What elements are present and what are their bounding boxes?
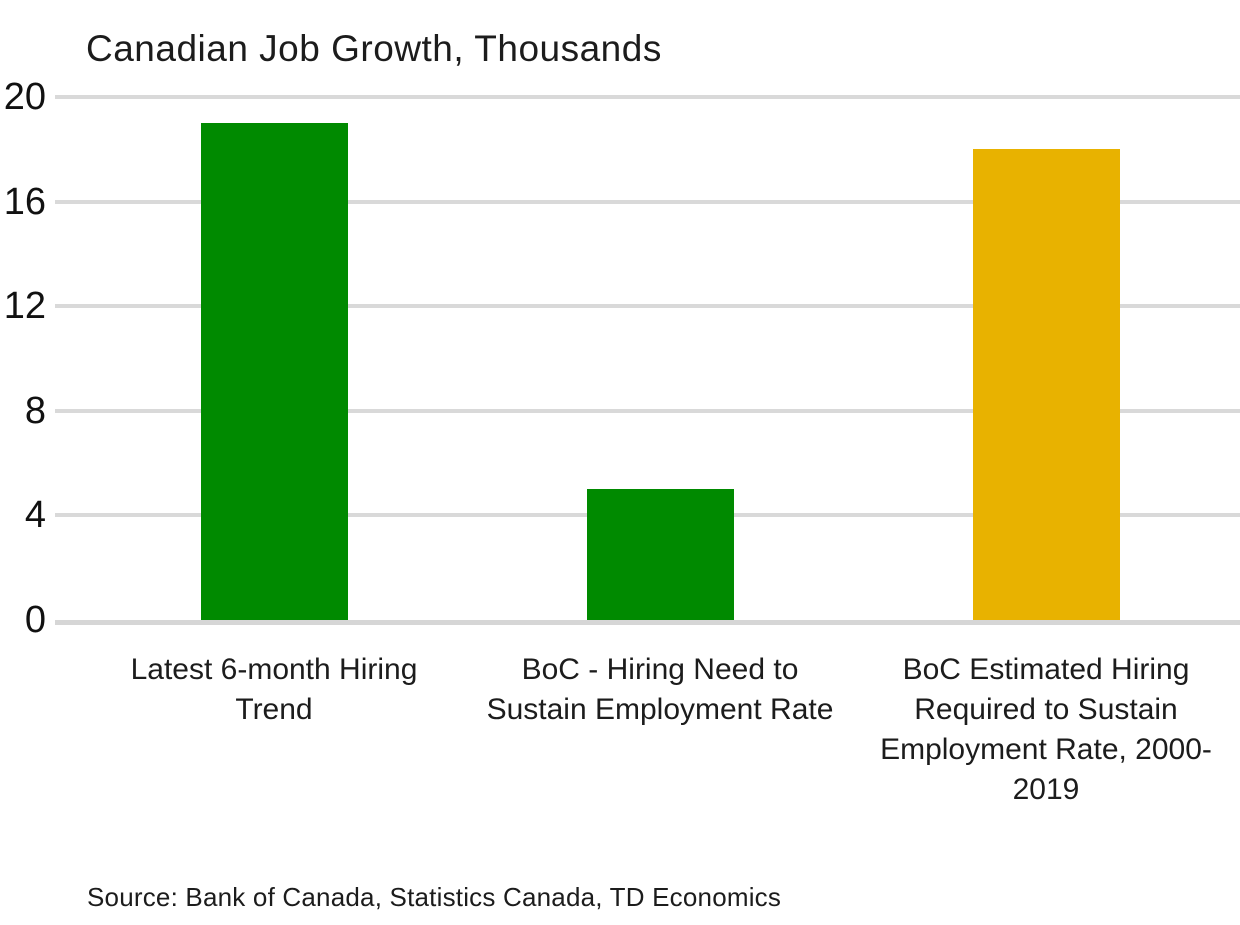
x-axis-category-label: BoC Estimated Hiring Required to Sustain… bbox=[880, 653, 1212, 806]
y-tick-label: 16 bbox=[3, 180, 46, 223]
gridline bbox=[55, 95, 1240, 99]
x-axis-category-label: BoC - Hiring Need to Sustain Employment … bbox=[486, 653, 834, 726]
gridline bbox=[55, 199, 1240, 204]
y-tick-label: 8 bbox=[24, 389, 46, 432]
bar-3 bbox=[972, 149, 1120, 620]
x-axis-category-label: Latest 6-month Hiring Trend bbox=[130, 653, 418, 726]
y-tick-label: 4 bbox=[24, 494, 46, 537]
x-axis-line bbox=[55, 620, 1240, 625]
gridline bbox=[55, 304, 1240, 309]
bar-1 bbox=[200, 123, 348, 620]
gridline bbox=[55, 408, 1240, 413]
y-tick-label: 20 bbox=[3, 76, 46, 118]
y-tick-label: 0 bbox=[24, 599, 46, 641]
bar-2 bbox=[586, 489, 734, 620]
chart-title: Canadian Job Growth, Thousands bbox=[86, 28, 662, 69]
y-tick-label: 12 bbox=[3, 285, 46, 328]
source-note: Source: Bank of Canada, Statistics Canad… bbox=[87, 882, 782, 912]
